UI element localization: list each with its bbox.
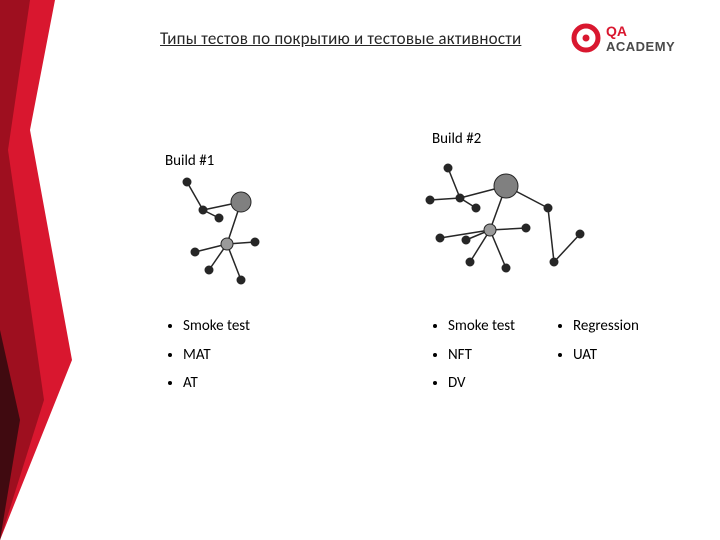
build2-bullets-col2: RegressionUAT: [555, 312, 639, 369]
graph-node: [544, 204, 552, 212]
logo-dot-icon: [583, 35, 590, 42]
graph-node: [191, 248, 199, 256]
build1-bullets: Smoke testMATAT: [165, 312, 250, 398]
graph-node: [205, 266, 213, 274]
bullet-item: NFT: [448, 341, 515, 370]
bullet-item: AT: [183, 369, 250, 398]
graph-edge: [448, 168, 460, 198]
graph-edge: [430, 198, 460, 200]
graph-node: [502, 264, 510, 272]
graph-node: [522, 224, 530, 232]
graph-edge: [548, 208, 554, 262]
graph-node: [199, 206, 207, 214]
graph-node: [251, 238, 259, 246]
graph-node: [221, 238, 233, 250]
graph-node: [494, 174, 518, 198]
build2-label: Build #2: [432, 130, 481, 148]
left-decoration: [0, 0, 120, 540]
graph-edge: [554, 234, 580, 262]
build2-bullets-col1: Smoke testNFTDV: [430, 312, 515, 398]
graph-node: [183, 178, 191, 186]
graph-node: [550, 258, 558, 266]
graph-node: [215, 214, 223, 222]
bullet-item: DV: [448, 369, 515, 398]
graph-node: [436, 234, 444, 242]
graph-node: [231, 192, 251, 212]
graph-node: [237, 276, 245, 284]
bullet-item: Smoke test: [183, 312, 250, 341]
graph-node: [426, 196, 434, 204]
graph-node: [484, 224, 496, 236]
bullet-item: UAT: [573, 341, 639, 370]
slide-title: Типы тестов по покрытию и тестовые актив…: [160, 28, 521, 49]
graph-node: [466, 258, 474, 266]
logo-text-qa: QA: [606, 23, 627, 39]
graph-node: [472, 204, 480, 212]
graph-node: [462, 236, 470, 244]
graph-node: [576, 230, 584, 238]
logo-text-academy: ACADEMY: [606, 39, 675, 54]
bullet-item: MAT: [183, 341, 250, 370]
graph-node: [456, 194, 464, 202]
graph-node: [444, 164, 452, 172]
build1-graph: [165, 170, 285, 300]
bullet-item: Regression: [573, 312, 639, 341]
qa-academy-logo: QA ACADEMY: [568, 18, 698, 63]
graph-edge: [187, 182, 203, 210]
build1-label: Build #1: [165, 152, 214, 170]
build2-graph: [410, 150, 610, 290]
bullet-item: Smoke test: [448, 312, 515, 341]
